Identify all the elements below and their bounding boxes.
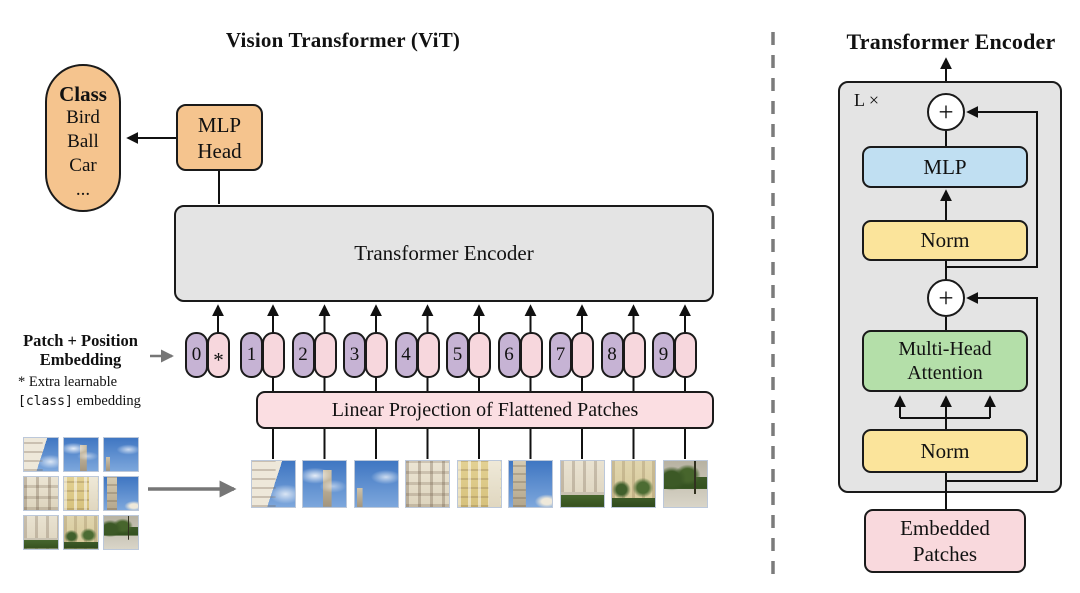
attention-label: Multi-Head Attention <box>898 338 992 384</box>
class-item: Ball <box>67 131 99 152</box>
multi-head-attention-block: Multi-Head Attention <box>862 330 1028 392</box>
embedded-patches-block: Embedded Patches <box>864 509 1026 573</box>
grid-patch-2 <box>63 437 99 472</box>
linear-projection-label: Linear Projection of Flattened Patches <box>331 398 639 421</box>
class-item: ... <box>75 179 91 200</box>
source-image-grid <box>23 437 139 550</box>
class-item: Car <box>69 155 97 176</box>
grid-patch-7 <box>23 515 59 550</box>
position-token: 2 <box>291 332 315 378</box>
patch-embedding-token <box>416 332 440 378</box>
class-output-capsule: Class Bird Ball Car ... <box>45 64 121 212</box>
class-item: Bird <box>66 107 100 128</box>
grid-patch-8 <box>63 515 99 550</box>
class-embedding-token: * <box>207 332 230 378</box>
position-token: 1 <box>240 332 263 378</box>
token-pair-1: 1 <box>240 332 285 378</box>
position-token: 4 <box>394 332 418 378</box>
position-token: 7 <box>549 332 572 378</box>
patch-embedding-token <box>674 332 697 378</box>
position-token: 9 <box>652 332 675 378</box>
patch-embedding-token <box>468 332 491 378</box>
token-pair-8: 8 <box>600 332 646 378</box>
grid-patch-9 <box>103 515 139 550</box>
position-token: 8 <box>600 332 624 378</box>
grid-patch-1 <box>23 437 59 472</box>
image-patch-6 <box>508 460 553 508</box>
image-patch-3 <box>353 460 399 508</box>
position-token: 3 <box>343 332 366 378</box>
patch-embedding-token <box>571 332 594 378</box>
patch-position-embedding-label: Patch + Position Embedding <box>23 331 138 369</box>
class-token-footnote: * Extra learnable [class] embedding <box>18 374 141 409</box>
patch-embedding-token <box>622 332 646 378</box>
residual-add-middle: + <box>927 279 965 317</box>
token-pair-0: 0 * <box>185 332 230 378</box>
patch-embedding-token <box>262 332 285 378</box>
norm-top-label: Norm <box>920 228 970 252</box>
position-token: 6 <box>497 332 521 378</box>
token-pair-2: 2 <box>291 332 337 378</box>
token-pair-3: 3 <box>343 332 388 378</box>
mlp-head-label: MLP Head <box>197 112 242 163</box>
mlp-head-box: MLP Head <box>176 104 263 171</box>
linear-projection-box: Linear Projection of Flattened Patches <box>256 391 714 429</box>
patch-embedding-token <box>519 332 543 378</box>
token-pair-5: 5 <box>446 332 491 378</box>
mlp-block: MLP <box>862 146 1028 188</box>
image-patch-1 <box>250 460 296 508</box>
token-pair-9: 9 <box>652 332 697 378</box>
image-patch-4 <box>405 460 450 508</box>
embedded-patches-label: Embedded Patches <box>900 516 990 566</box>
image-patch-5 <box>456 460 502 508</box>
transformer-encoder-box: Transformer Encoder <box>174 205 714 302</box>
grid-patch-6 <box>103 476 139 511</box>
image-patch-9 <box>662 460 708 508</box>
grid-patch-5 <box>63 476 99 511</box>
token-pair-7: 7 <box>549 332 594 378</box>
position-token: 5 <box>446 332 469 378</box>
mlp-block-label: MLP <box>923 154 967 179</box>
transformer-encoder-box-label: Transformer Encoder <box>354 241 534 265</box>
token-pair-6: 6 <box>497 332 543 378</box>
plus-sign: + <box>938 282 954 313</box>
token-pair-4: 4 <box>394 332 440 378</box>
image-patch-8 <box>611 460 656 508</box>
plus-sign: + <box>938 96 954 127</box>
class-token-code: [class] <box>18 394 73 409</box>
grid-patch-4 <box>23 476 59 511</box>
residual-add-top: + <box>927 93 965 131</box>
layer-count-label: L × <box>854 90 879 110</box>
grid-patch-3 <box>103 437 139 472</box>
position-token: 0 <box>185 332 208 378</box>
image-patch-7 <box>559 460 605 508</box>
patch-embedding-token <box>313 332 337 378</box>
right-title: Transformer Encoder <box>846 29 1056 54</box>
norm-block-top: Norm <box>862 220 1028 261</box>
patch-embedding-token <box>365 332 388 378</box>
norm-block-bottom: Norm <box>862 429 1028 473</box>
norm-bottom-label: Norm <box>920 438 970 463</box>
left-title: Vision Transformer (ViT) <box>225 28 461 52</box>
class-heading: Class <box>59 82 107 106</box>
image-patch-2 <box>302 460 347 508</box>
